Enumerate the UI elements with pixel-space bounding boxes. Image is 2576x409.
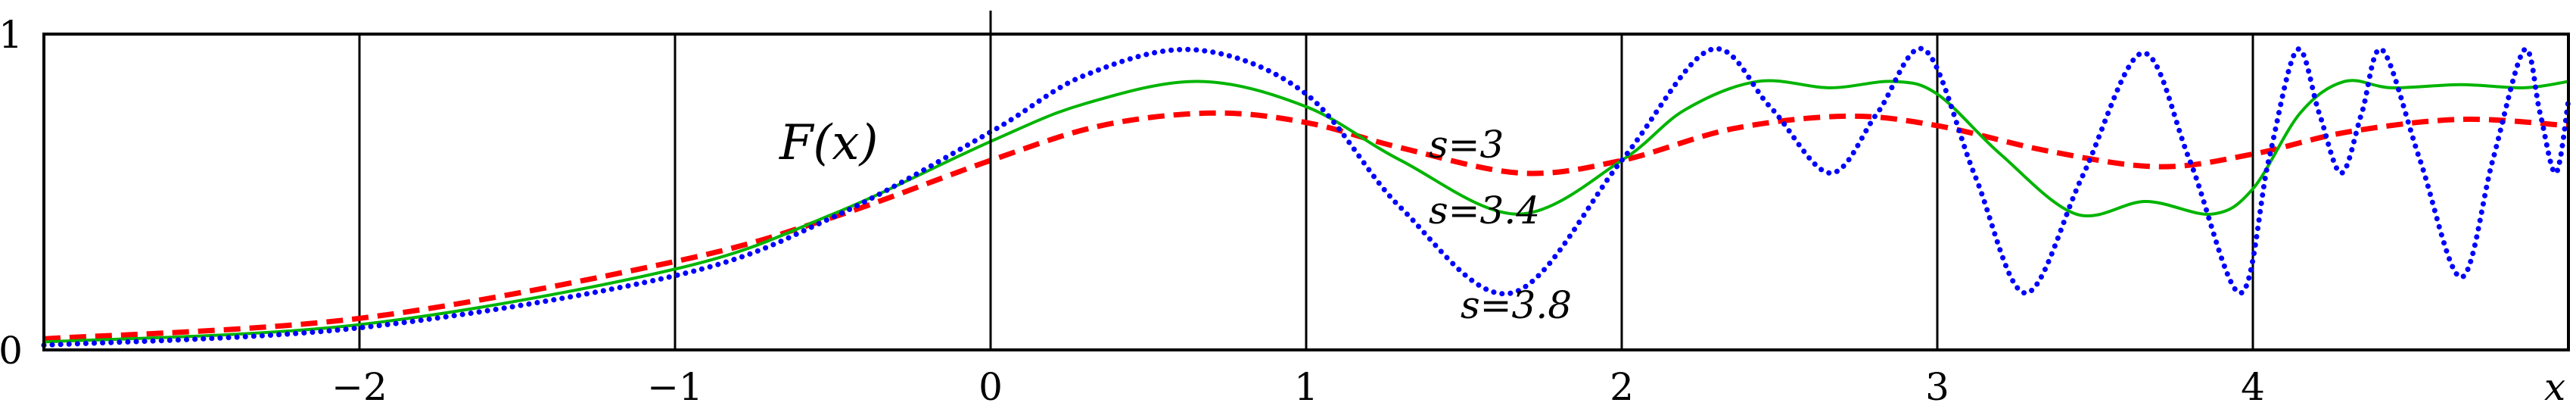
- series-label-s3-4: s=3.4: [1429, 189, 1540, 233]
- x-tick-label: 1: [1294, 365, 1318, 409]
- y-tick-label: 0: [0, 329, 23, 373]
- function-label: F(x): [779, 115, 878, 171]
- y-tick-label: 1: [0, 13, 23, 57]
- grid-lines: [358, 34, 2254, 350]
- x-tick-label: 4: [2241, 365, 2265, 409]
- series-line-3: [41, 45, 2571, 348]
- series-line-1: [43, 110, 2569, 342]
- series-label-s3-8: s=3.8: [1461, 283, 1572, 327]
- y-tick-labels: 01: [0, 13, 23, 373]
- x-tick-labels: −2 −1 0 1 2 3 4: [331, 365, 2265, 409]
- x-tick-label: −1: [647, 365, 703, 409]
- x-tick-label: 0: [978, 365, 1003, 409]
- series-label-s3: s=3: [1429, 123, 1504, 167]
- series-line-2: [43, 79, 2569, 344]
- x-tick-label: −2: [331, 365, 387, 409]
- series-layer: [41, 45, 2571, 348]
- plot-frame: [42, 33, 2570, 351]
- x-axis-label: x: [2544, 365, 2565, 409]
- x-tick-label: 3: [1925, 365, 1949, 409]
- x-tick-label: 2: [1610, 365, 1634, 409]
